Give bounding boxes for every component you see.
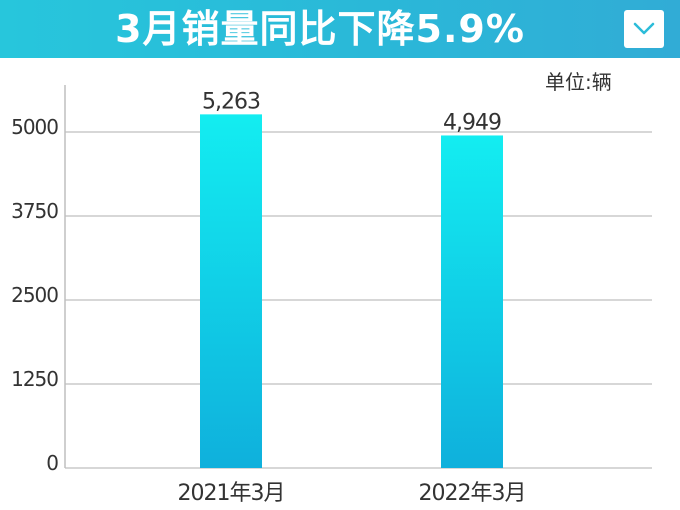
bar xyxy=(441,135,503,469)
dropdown-button[interactable] xyxy=(624,10,664,48)
title-banner xyxy=(0,0,680,58)
data-label: 5,263 xyxy=(202,89,260,114)
chart-title: 3月销量同比下降5.9% xyxy=(115,7,525,51)
data-label: 4,949 xyxy=(443,110,501,135)
x-category-label: 2021年3月 xyxy=(178,481,285,506)
bar xyxy=(200,114,262,468)
x-category-label: 2022年3月 xyxy=(419,481,526,506)
unit-label: 单位:辆 xyxy=(545,70,612,94)
y-tick-label: 3750 xyxy=(11,199,58,223)
y-tick-label: 2500 xyxy=(11,283,58,307)
y-tick-label: 1250 xyxy=(11,367,58,391)
chevron-down-icon xyxy=(633,22,655,35)
y-tick-label: 0 xyxy=(46,451,58,475)
y-tick-label: 5000 xyxy=(11,115,58,139)
